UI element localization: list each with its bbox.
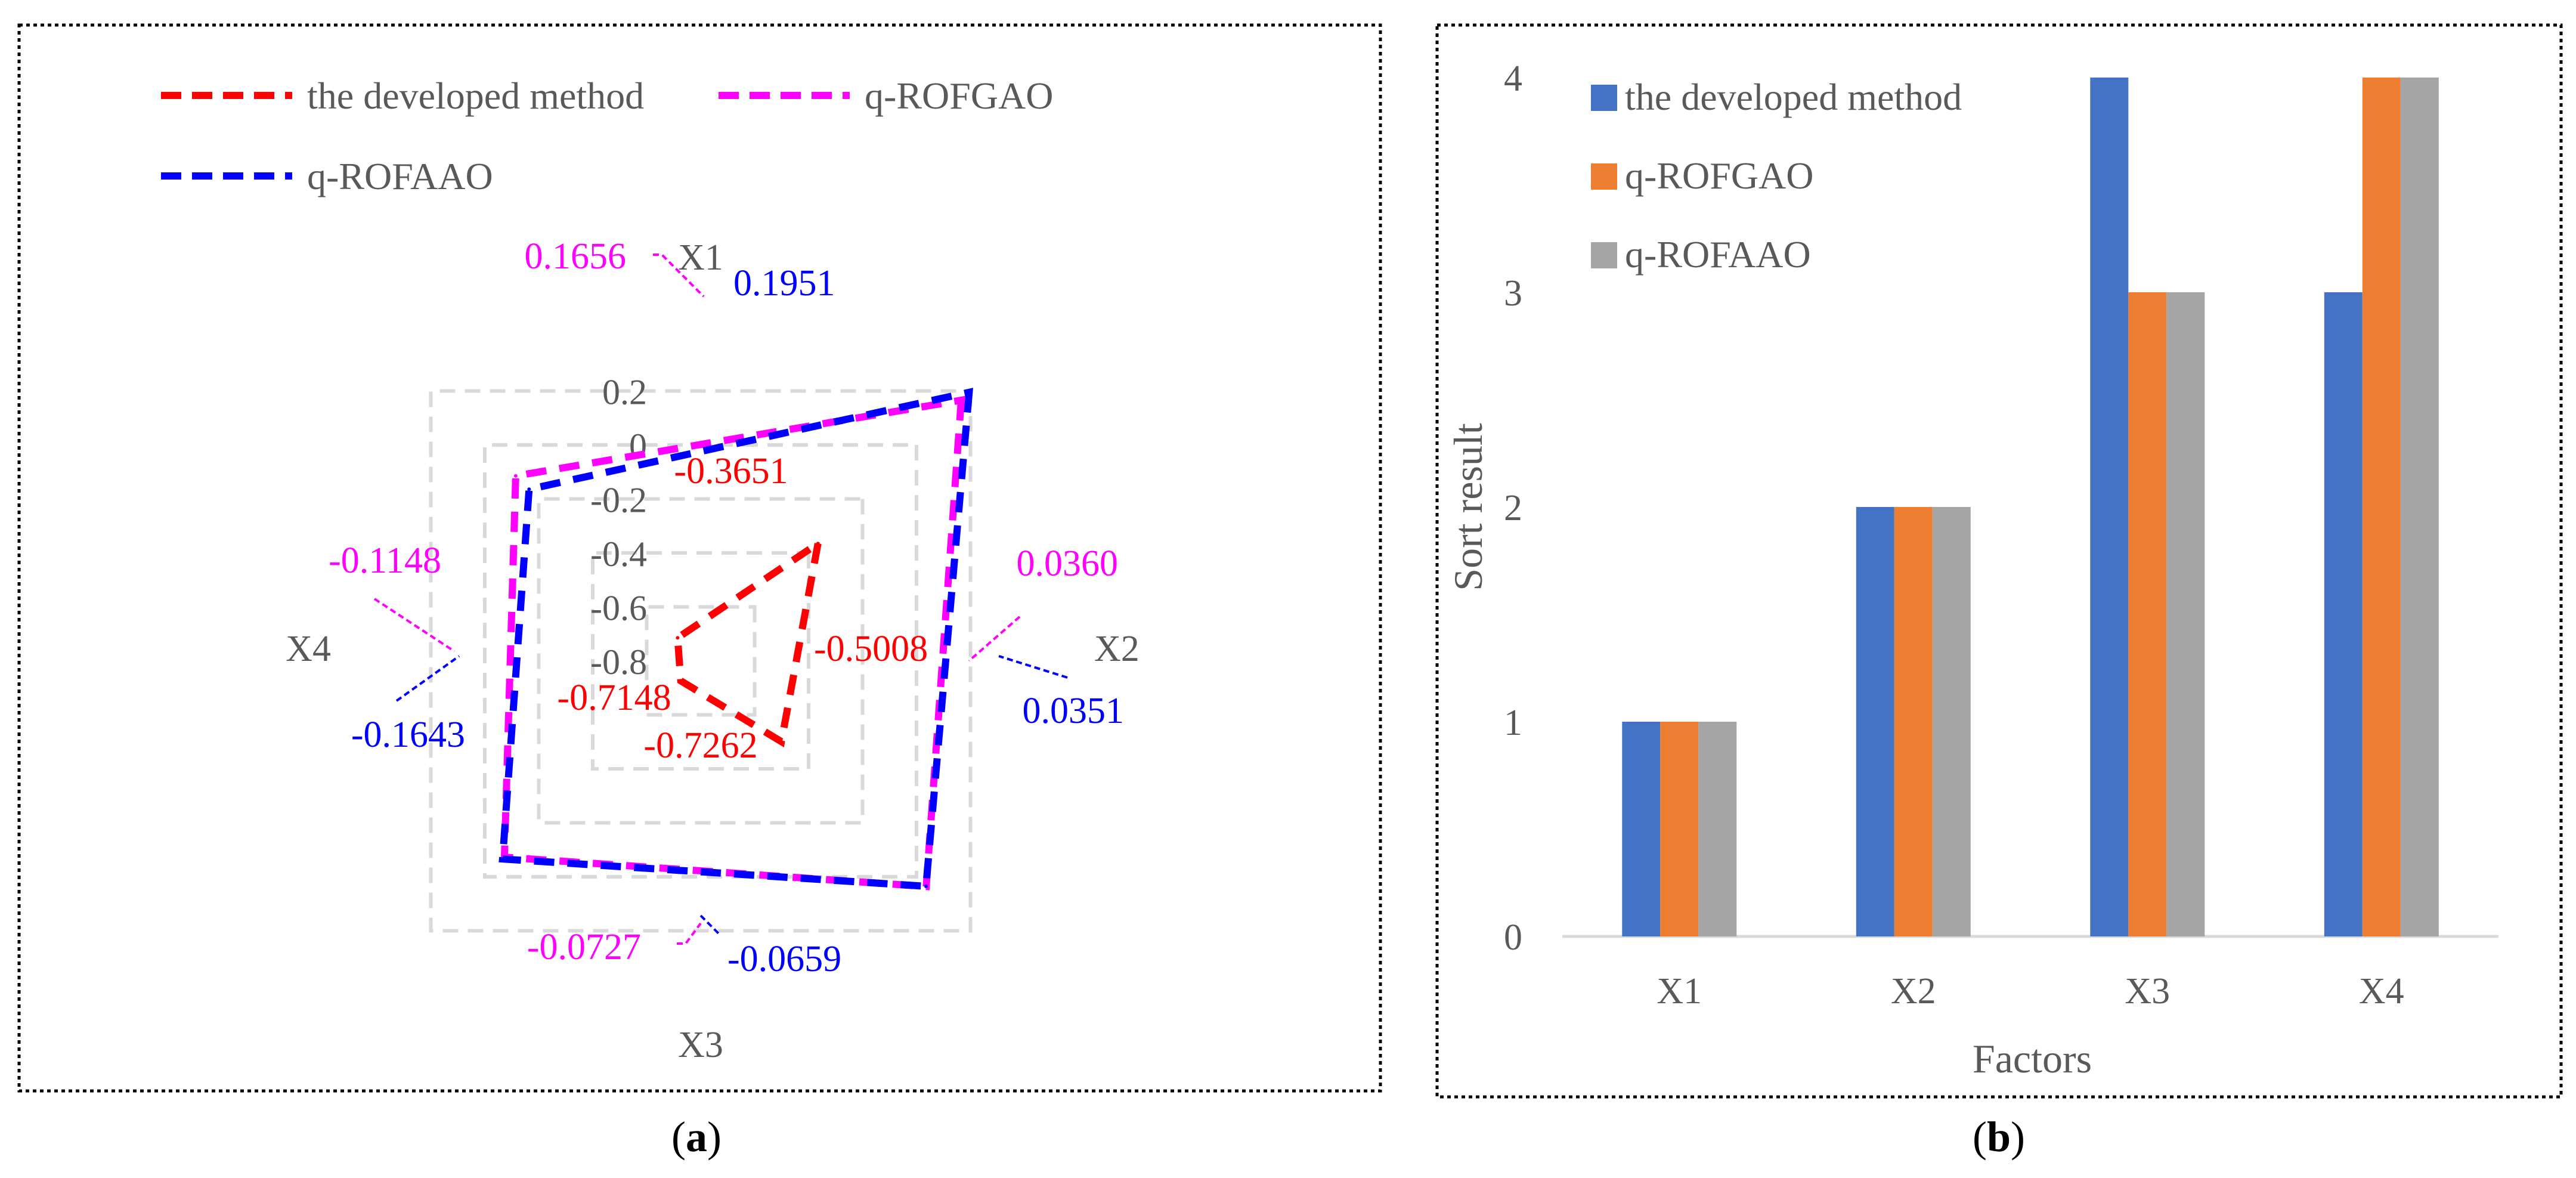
- bar-q-rofaao-x3: [2166, 292, 2205, 936]
- radar-data-label: -0.0659: [727, 939, 841, 979]
- bar-legend: the developed method q-ROFGAO q-ROFAAO: [1591, 76, 1962, 276]
- radar-tick-label: 0.2: [602, 373, 647, 412]
- radar-point-the-developed-method-x2: [779, 740, 784, 744]
- bar-q-rofaao-x4: [2400, 78, 2439, 936]
- bar-q-rofgao-x3: [2128, 292, 2167, 936]
- panel-a-letter: a: [686, 1113, 707, 1161]
- bar-y-axis-title: Sort result: [1445, 423, 1491, 591]
- radar-data-label: 0.1656: [525, 236, 627, 277]
- radar-tick-labels: -0.8 -0.6 -0.4 -0.2 0 0.2: [590, 373, 647, 682]
- radar-point-the-developed-method-x1: [816, 542, 820, 546]
- radar-legend: the developed method q-ROFGAO q-ROFAAO: [161, 75, 1053, 197]
- radar-series-q-rofgao: 0.1656 0.0360 -0.0727 -0.1148: [329, 236, 1118, 967]
- bar-y-tick-label: 4: [1504, 58, 1522, 99]
- radar-data-label: 0.1951: [733, 263, 835, 304]
- panel-a-caption: (a): [671, 1113, 722, 1161]
- radar-leader-line: [677, 922, 702, 945]
- bar-x-tick-label-x3: X3: [2125, 971, 2170, 1012]
- bar-q-rofgao-x2: [1894, 507, 1933, 936]
- legend-swatch-q-rofgao: [1591, 163, 1617, 190]
- bar-y-tick-label: 0: [1504, 917, 1522, 958]
- radar-leader-line: [968, 616, 1021, 662]
- radar-leader-line: [998, 655, 1068, 679]
- radar-axis-labels: X1 X2 X3 X4: [286, 237, 1140, 1065]
- legend-label-q-rofaao: q-ROFAAO: [1625, 233, 1811, 276]
- bar-panel-border: [1435, 23, 2563, 1099]
- bar-chart-panel: 0 1 2 3 4 X1 X2 X3 X4 the developed method q-ROF…: [1435, 23, 2563, 1099]
- radar-data-label: 0.0360: [1017, 543, 1119, 584]
- legend-label-the-developed-method: the developed method: [307, 75, 644, 117]
- radar-data-label: -0.1643: [351, 715, 465, 755]
- radar-leader-line: [699, 914, 720, 935]
- legend-label-q-rofgao: q-ROFGAO: [865, 75, 1053, 117]
- radar-point-q-rofaao-x3: [500, 857, 504, 861]
- radar-data-label: -0.0727: [527, 927, 641, 967]
- radar-leader-line: [373, 598, 456, 653]
- radar-grid-ring: [645, 605, 757, 717]
- radar-axis-label-x2: X2: [1094, 629, 1140, 669]
- bar-the-developed-method-x1: [1622, 722, 1661, 936]
- radar-tick-label: -0.4: [590, 534, 647, 574]
- bar-y-tick-label: 1: [1504, 703, 1522, 743]
- legend-swatch-the-developed-method: [1591, 85, 1617, 111]
- legend-label-q-rofaao: q-ROFAAO: [307, 155, 493, 197]
- bar-x-tick-label-x1: X1: [1657, 971, 1702, 1012]
- bar-y-tick-label: 2: [1504, 488, 1522, 528]
- radar-data-label: -0.5008: [814, 629, 928, 669]
- bar-y-tick-labels: 0 1 2 3 4: [1504, 58, 1522, 958]
- radar-axis-label-x3: X3: [678, 1025, 723, 1065]
- radar-point-q-rofgao-x1: [959, 398, 963, 402]
- radar-point-the-developed-method-x4: [676, 636, 680, 640]
- radar-axis-label-x1: X1: [678, 237, 723, 278]
- radar-point-q-rofgao-x4: [513, 474, 518, 478]
- radar-data-label: -0.3651: [674, 451, 788, 491]
- bar-q-rofaao-x1: [1698, 722, 1737, 936]
- bar-x-tick-label-x2: X2: [1891, 971, 1936, 1012]
- legend-label-q-rofgao: q-ROFGAO: [1625, 154, 1813, 197]
- radar-grid: [429, 389, 973, 933]
- radar-tick-label: -0.2: [590, 481, 647, 520]
- radar-data-label: -0.1148: [329, 540, 441, 581]
- radar-grid-ring: [591, 551, 810, 771]
- bar-the-developed-method-x4: [2324, 292, 2363, 936]
- radar-tick-label: -0.6: [590, 589, 647, 628]
- bar-q-rofgao-x4: [2362, 78, 2401, 936]
- radar-tick-label: 0: [629, 426, 647, 466]
- radar-axis-label-x4: X4: [286, 629, 331, 669]
- radar-point-q-rofaao-x2: [924, 884, 928, 888]
- radar-data-label: -0.7148: [557, 678, 671, 718]
- radar-leader-line: [395, 655, 460, 702]
- radar-panel-border: [17, 23, 1382, 1093]
- radar-leader-line: [653, 253, 705, 298]
- bar-x-tick-labels: X1 X2 X3 X4: [1657, 971, 2404, 1012]
- bar-x-axis-title: Factors: [1973, 1036, 2092, 1081]
- bar-q-rofaao-x2: [1932, 507, 1971, 936]
- bar-q-rofgao-x1: [1660, 722, 1699, 936]
- legend-swatch-q-rofaao: [1591, 242, 1617, 268]
- bar-x-tick-label-x4: X4: [2359, 971, 2404, 1012]
- radar-grid-ring: [483, 443, 918, 879]
- radar-series-the-developed-method: -0.3651 -0.5008 -0.7262 -0.7148: [557, 451, 928, 766]
- radar-point-the-developed-method-x3: [679, 679, 683, 683]
- radar-series: -0.3651 -0.5008 -0.7262 -0.7148 0.1656 0.0360…: [329, 236, 1124, 979]
- radar-grid-ring: [537, 497, 865, 825]
- bar-bars: [1622, 78, 2439, 936]
- radar-data-label: -0.7262: [643, 725, 757, 766]
- radar-data-label: 0.0351: [1023, 691, 1125, 731]
- bar-y-tick-label: 3: [1504, 273, 1522, 314]
- legend-label-the-developed-method: the developed method: [1625, 76, 1962, 118]
- radar-series-q-rofaao: 0.1951 0.0351 -0.0659 -0.1643: [351, 263, 1124, 979]
- radar-line-the-developed-method: [674, 536, 823, 748]
- bar-the-developed-method-x3: [2090, 78, 2129, 936]
- panel-b-letter: b: [1987, 1113, 2011, 1161]
- radar-point-q-rofaao-x1: [967, 390, 971, 394]
- radar-tick-label: -0.8: [590, 642, 647, 682]
- radar-grid-ring: [429, 389, 973, 933]
- panel-b-caption: (b): [1973, 1113, 2025, 1161]
- radar-point-q-rofaao-x4: [527, 487, 531, 491]
- bar-the-developed-method-x2: [1856, 507, 1894, 936]
